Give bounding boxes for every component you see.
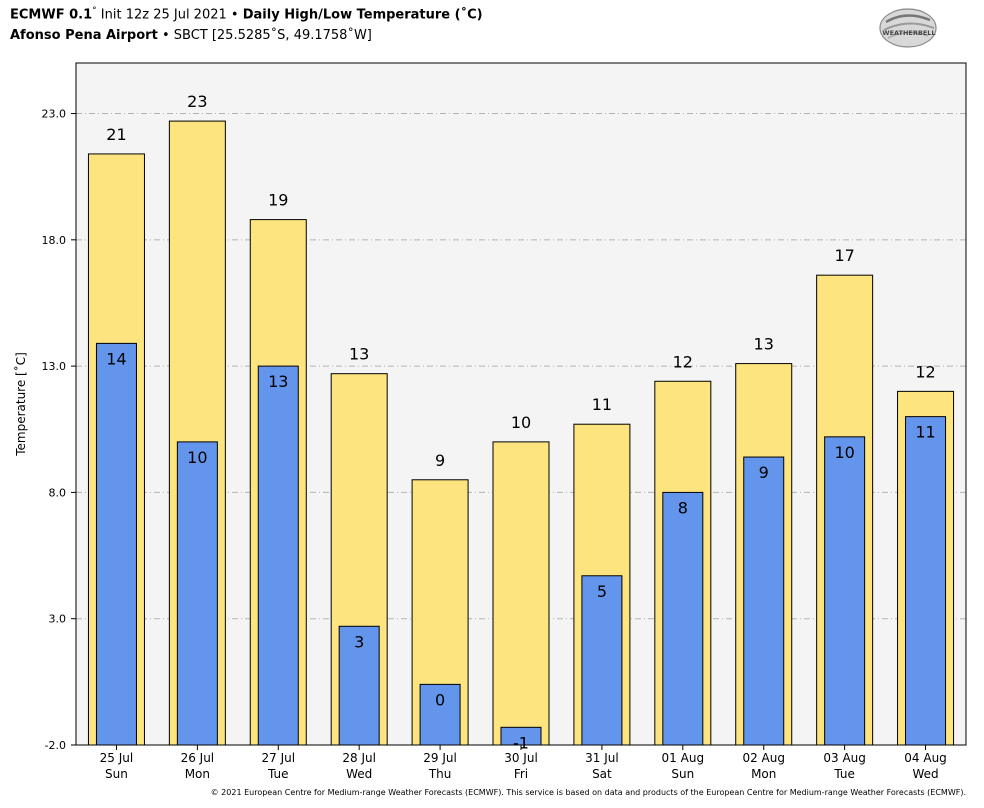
y-tick-label: 8.0 — [49, 486, 67, 499]
y-axis-label: Temperature [˚C] — [13, 352, 28, 457]
low-value-label: 13 — [268, 372, 288, 391]
chart-title-line: ECMWF 0.1° Init 12z 25 Jul 2021 • Daily … — [10, 6, 483, 22]
low-bar — [257, 365, 299, 746]
x-tick-label-date: 02 Aug — [742, 751, 785, 765]
low-bar — [95, 342, 137, 746]
low-bar — [176, 441, 218, 746]
product-title: Daily High/Low Temperature (˚C) — [242, 7, 483, 23]
high-value-label: 13 — [754, 335, 774, 354]
station-info: SBCT [25.5285˚S, 49.1758˚W] — [173, 28, 372, 43]
bullet-separator: • — [230, 7, 239, 23]
logo-text: WEATHERBELL — [882, 29, 935, 37]
low-bar — [743, 456, 785, 746]
low-bar — [581, 575, 623, 746]
x-tick-label-date: 01 Aug — [662, 751, 705, 765]
high-value-label: 13 — [349, 345, 369, 364]
station-line: Afonso Pena Airport • SBCT [25.5285˚S, 4… — [10, 28, 372, 43]
station-name: Afonso Pena Airport — [10, 28, 158, 43]
x-tick-label-date: 27 Jul — [261, 751, 295, 765]
low-bar — [824, 436, 866, 746]
x-tick-label-weekday: Thu — [428, 767, 452, 781]
low-value-label: 11 — [915, 423, 935, 442]
x-tick-label-weekday: Wed — [346, 767, 372, 781]
low-value-label: 9 — [759, 463, 769, 482]
weatherbell-logo-icon: WEATHERBELL — [879, 8, 937, 48]
x-tick-label-weekday: Sun — [105, 767, 128, 781]
low-value-label: 10 — [187, 448, 207, 467]
x-tick-label-weekday: Wed — [912, 767, 938, 781]
low-value-label: 0 — [435, 690, 445, 709]
x-tick-label-date: 03 Aug — [823, 751, 866, 765]
high-value-label: 21 — [106, 125, 126, 144]
high-bar — [492, 441, 550, 746]
high-value-label: 9 — [435, 451, 445, 470]
x-tick-label-date: 04 Aug — [904, 751, 947, 765]
y-tick-label: 13.0 — [42, 360, 67, 373]
low-value-label: 10 — [834, 443, 854, 462]
high-value-label: 12 — [673, 352, 693, 371]
x-tick-label-weekday: Sat — [592, 767, 612, 781]
copyright-footer: © 2021 European Centre for Medium-range … — [210, 788, 966, 797]
low-bar — [905, 416, 947, 746]
x-tick-label-weekday: Tue — [833, 767, 855, 781]
y-tick-label: 3.0 — [49, 613, 67, 626]
y-tick-label: 23.0 — [42, 108, 67, 121]
low-value-label: 5 — [597, 582, 607, 601]
low-bar — [662, 491, 704, 746]
bullet-separator: • — [161, 28, 170, 43]
x-tick-label-date: 25 Jul — [100, 751, 134, 765]
high-value-label: 17 — [834, 246, 854, 265]
x-tick-label-weekday: Mon — [751, 767, 776, 781]
high-value-label: 19 — [268, 191, 288, 210]
x-tick-label-date: 30 Jul — [504, 751, 538, 765]
low-value-label: 8 — [678, 498, 688, 517]
x-tick-label-date: 28 Jul — [342, 751, 376, 765]
high-value-label: 12 — [915, 362, 935, 381]
high-value-label: 10 — [511, 413, 531, 432]
low-value-label: 14 — [106, 349, 126, 368]
plot-area: -2.0 3.0 8.0 13.0 18.0 23.0 Temperature [˚C] 21… — [13, 62, 967, 781]
y-tick-label: 18.0 — [42, 234, 67, 247]
x-tick-label-weekday: Sun — [671, 767, 694, 781]
degree-symbol: ° — [92, 6, 97, 16]
model-name: ECMWF 0.1 — [10, 7, 93, 23]
high-value-label: 23 — [187, 92, 207, 111]
x-tick-label-date: 29 Jul — [423, 751, 457, 765]
y-tick-label: -2.0 — [45, 739, 66, 752]
low-value-label: -1 — [513, 733, 529, 752]
x-tick-label-date: 26 Jul — [181, 751, 215, 765]
x-tick-label-weekday: Mon — [185, 767, 210, 781]
init-time: Init 12z 25 Jul 2021 — [100, 7, 227, 23]
plot-frame — [75, 62, 967, 746]
high-value-label: 11 — [592, 395, 612, 414]
x-tick-label-weekday: Fri — [514, 767, 528, 781]
x-tick-label-weekday: Tue — [267, 767, 289, 781]
x-tick-label-date: 31 Jul — [585, 751, 619, 765]
low-bar — [338, 625, 380, 746]
low-value-label: 3 — [354, 632, 364, 651]
